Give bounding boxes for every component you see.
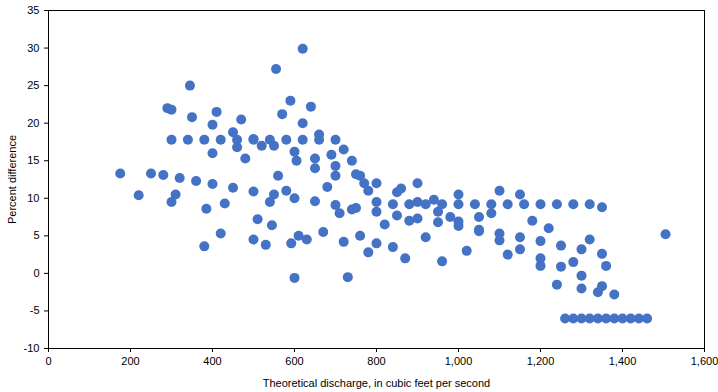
svg-text:-10: -10: [24, 342, 40, 354]
svg-text:1,400: 1,400: [609, 355, 637, 367]
svg-text:800: 800: [367, 355, 385, 367]
svg-text:-5: -5: [30, 304, 40, 316]
svg-text:10: 10: [27, 192, 39, 204]
svg-text:1,600: 1,600: [691, 355, 718, 367]
svg-text:1,000: 1,000: [445, 355, 473, 367]
svg-text:15: 15: [27, 154, 39, 166]
svg-text:35: 35: [27, 4, 39, 16]
svg-text:20: 20: [27, 117, 39, 129]
svg-text:25: 25: [27, 79, 39, 91]
svg-text:600: 600: [285, 355, 303, 367]
svg-text:30: 30: [27, 42, 39, 54]
svg-text:Percent difference: Percent difference: [6, 135, 18, 224]
svg-text:5: 5: [33, 229, 39, 241]
svg-text:Theoretical discharge, in cubi: Theoretical discharge, in cubic feet per…: [263, 377, 490, 389]
svg-text:200: 200: [121, 355, 139, 367]
svg-text:0: 0: [45, 355, 51, 367]
svg-text:1,200: 1,200: [527, 355, 555, 367]
svg-text:400: 400: [203, 355, 221, 367]
svg-text:0: 0: [33, 267, 39, 279]
